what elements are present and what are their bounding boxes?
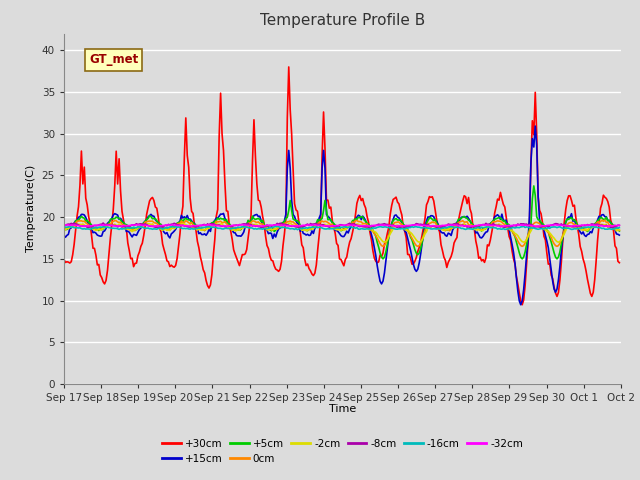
-16cm bbox=[294, 227, 301, 232]
+5cm bbox=[458, 215, 465, 221]
Line: +5cm: +5cm bbox=[64, 186, 620, 259]
Text: GT_met: GT_met bbox=[89, 53, 138, 66]
-16cm bbox=[520, 224, 527, 229]
-32cm bbox=[239, 222, 246, 228]
+15cm bbox=[60, 233, 68, 239]
0cm bbox=[616, 228, 623, 233]
+5cm bbox=[616, 228, 623, 234]
-32cm bbox=[459, 223, 467, 228]
-2cm bbox=[348, 223, 355, 229]
0cm bbox=[540, 225, 548, 230]
-8cm bbox=[79, 223, 86, 229]
+30cm bbox=[541, 237, 549, 243]
+5cm bbox=[346, 223, 353, 228]
Line: +30cm: +30cm bbox=[64, 67, 620, 305]
-32cm bbox=[60, 222, 68, 228]
Line: +15cm: +15cm bbox=[64, 126, 620, 305]
-2cm bbox=[614, 227, 621, 233]
+30cm bbox=[60, 257, 68, 263]
-16cm bbox=[97, 224, 104, 230]
0cm bbox=[97, 226, 104, 232]
-32cm bbox=[79, 224, 86, 229]
0cm bbox=[598, 217, 606, 223]
-16cm bbox=[458, 226, 465, 231]
-16cm bbox=[60, 224, 68, 230]
-8cm bbox=[614, 222, 621, 228]
-16cm bbox=[541, 226, 549, 231]
+5cm bbox=[379, 256, 387, 262]
Line: 0cm: 0cm bbox=[64, 220, 620, 246]
-16cm bbox=[614, 225, 621, 231]
+15cm bbox=[79, 212, 86, 217]
Title: Temperature Profile B: Temperature Profile B bbox=[260, 13, 425, 28]
Line: -16cm: -16cm bbox=[64, 227, 620, 229]
+30cm bbox=[616, 260, 623, 265]
-32cm bbox=[616, 222, 623, 228]
+30cm bbox=[614, 258, 621, 264]
+30cm bbox=[79, 181, 86, 187]
-2cm bbox=[381, 240, 388, 245]
+15cm bbox=[346, 226, 353, 232]
-2cm bbox=[97, 227, 104, 233]
+5cm bbox=[530, 183, 538, 189]
Line: -2cm: -2cm bbox=[64, 223, 620, 242]
Line: -32cm: -32cm bbox=[64, 225, 620, 227]
-8cm bbox=[616, 223, 623, 228]
+5cm bbox=[541, 226, 549, 232]
-2cm bbox=[616, 227, 623, 233]
-2cm bbox=[60, 228, 68, 234]
-2cm bbox=[541, 227, 549, 233]
-8cm bbox=[348, 221, 355, 227]
+5cm bbox=[97, 225, 104, 231]
-8cm bbox=[99, 220, 107, 226]
+30cm bbox=[97, 272, 104, 278]
+15cm bbox=[531, 123, 539, 129]
-16cm bbox=[616, 225, 623, 230]
-8cm bbox=[97, 221, 104, 227]
+15cm bbox=[456, 217, 464, 223]
Line: -8cm: -8cm bbox=[64, 223, 620, 228]
-32cm bbox=[614, 223, 621, 228]
-8cm bbox=[459, 222, 467, 228]
+5cm bbox=[79, 215, 86, 220]
X-axis label: Time: Time bbox=[329, 405, 356, 414]
-32cm bbox=[116, 224, 124, 229]
0cm bbox=[614, 227, 621, 232]
+15cm bbox=[97, 233, 104, 239]
-2cm bbox=[79, 221, 86, 227]
+5cm bbox=[614, 226, 621, 232]
-32cm bbox=[541, 223, 549, 229]
0cm bbox=[379, 243, 387, 249]
+30cm bbox=[518, 302, 526, 308]
+30cm bbox=[458, 204, 465, 210]
Legend: +30cm, +15cm, +5cm, 0cm, -2cm, -8cm, -16cm, -32cm: +30cm, +15cm, +5cm, 0cm, -2cm, -8cm, -16… bbox=[157, 435, 527, 468]
+30cm bbox=[285, 64, 292, 70]
0cm bbox=[458, 218, 465, 224]
+5cm bbox=[60, 225, 68, 231]
+15cm bbox=[517, 302, 525, 308]
-16cm bbox=[348, 224, 355, 229]
-8cm bbox=[541, 224, 549, 229]
0cm bbox=[60, 227, 68, 232]
-16cm bbox=[79, 226, 86, 232]
-2cm bbox=[286, 220, 294, 226]
-32cm bbox=[97, 222, 104, 228]
-32cm bbox=[349, 222, 356, 228]
+15cm bbox=[541, 233, 549, 239]
0cm bbox=[346, 223, 353, 228]
0cm bbox=[79, 218, 86, 224]
+15cm bbox=[614, 231, 621, 237]
+30cm bbox=[348, 236, 355, 241]
-8cm bbox=[60, 221, 68, 227]
-2cm bbox=[459, 222, 467, 228]
+15cm bbox=[616, 232, 623, 238]
-8cm bbox=[397, 225, 404, 231]
Y-axis label: Temperature(C): Temperature(C) bbox=[26, 165, 36, 252]
